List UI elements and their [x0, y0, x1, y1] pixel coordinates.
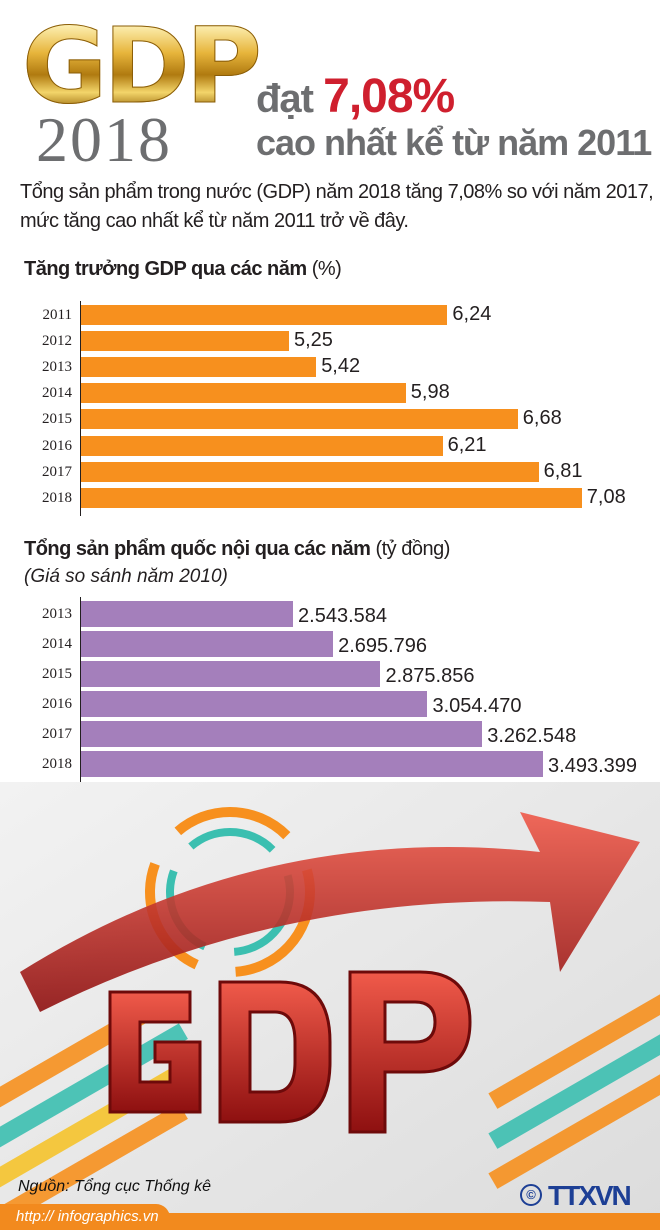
year-label: 2018 — [42, 489, 72, 506]
gdp-chart-subtitle: (Giá so sánh năm 2010) — [24, 566, 228, 587]
gdp-illustration — [0, 782, 660, 1230]
headline-subline: cao nhất kể từ năm 2011 — [256, 122, 652, 163]
growth-chart-title: Tăng trưởng GDP qua các năm (%) — [24, 258, 342, 281]
year-label: 2015 — [42, 411, 72, 428]
gdp-title-text: Tổng sản phẩm quốc nội qua các năm — [24, 538, 371, 560]
gdp-chart-title: Tổng sản phẩm quốc nội qua các năm (tỷ đ… — [24, 538, 450, 561]
value-label: 6,21 — [447, 433, 487, 456]
year-label: 2017 — [42, 463, 72, 480]
value-label: 7,08 — [586, 485, 626, 508]
gdp-chart: 2013 2.543.584 2014 2.695.796 2015 2.875.856 2… — [0, 0, 660, 783]
value-label: 2.543.584 — [298, 605, 387, 627]
bar — [81, 601, 294, 627]
year-label: 2014 — [42, 385, 72, 402]
gdp-3d-letters — [108, 970, 472, 1134]
growth-title-text: Tăng trưởng GDP qua các năm — [24, 258, 307, 280]
bar — [81, 331, 289, 352]
bar — [81, 691, 428, 717]
ttxvn-logo: TTXVN — [548, 1180, 632, 1211]
year-label: 2016 — [42, 696, 72, 712]
growth-chart: 2011 6,24 2012 5,25 2013 5,42 2014 5,98 2015 6,68… — [0, 0, 660, 516]
year-label: 2012 — [42, 333, 72, 350]
value-label: 6,81 — [543, 459, 583, 482]
website-link[interactable]: http:// infographics.vn — [0, 1204, 170, 1230]
value-label: 3.493.399 — [548, 755, 637, 777]
intro-text: Tổng sản phẩm trong nước (GDP) năm 2018 … — [20, 181, 654, 232]
bar — [81, 721, 483, 747]
gdp-logo: GDP — [22, 5, 263, 127]
bar — [81, 487, 582, 508]
bar — [81, 305, 448, 325]
bar — [81, 435, 443, 456]
value-label: 6,68 — [522, 407, 562, 430]
source-note: Nguồn: Tổng cục Thống kê — [18, 1178, 212, 1195]
value-label: 6,24 — [452, 303, 492, 325]
logo-year: 2018 — [36, 104, 172, 175]
value-label: 3.054.470 — [432, 695, 522, 717]
year-label: 2013 — [42, 359, 72, 376]
year-label: 2018 — [42, 756, 72, 772]
value-label: 3.262.548 — [487, 725, 577, 747]
chart-axis — [80, 597, 81, 783]
value-label: 2.875.856 — [385, 665, 475, 687]
headline-value: 7,08% — [323, 70, 455, 123]
bar — [81, 461, 539, 482]
year-label: 2014 — [42, 636, 72, 652]
headline: đạt 7,08% — [256, 70, 455, 123]
bar — [81, 409, 518, 430]
growth-unit: (%) — [311, 258, 342, 280]
gdp-unit: (tỷ đồng) — [375, 538, 450, 560]
year-label: 2013 — [42, 606, 72, 622]
chart-axis — [80, 301, 81, 516]
value-label: 5,25 — [294, 329, 333, 352]
value-label: 5,42 — [321, 355, 361, 378]
copyright-icon: © — [520, 1184, 542, 1206]
value-label: 2.695.796 — [338, 635, 428, 657]
bar — [81, 357, 317, 378]
bar — [81, 661, 381, 687]
year-label: 2017 — [42, 726, 72, 742]
year-label: 2011 — [42, 307, 72, 323]
year-label: 2015 — [42, 666, 72, 682]
bar — [81, 631, 334, 657]
headline-prefix: đạt — [256, 77, 314, 121]
year-label: 2016 — [42, 437, 72, 454]
value-label: 5,98 — [410, 381, 450, 404]
bar — [81, 383, 406, 404]
bar — [81, 751, 544, 777]
